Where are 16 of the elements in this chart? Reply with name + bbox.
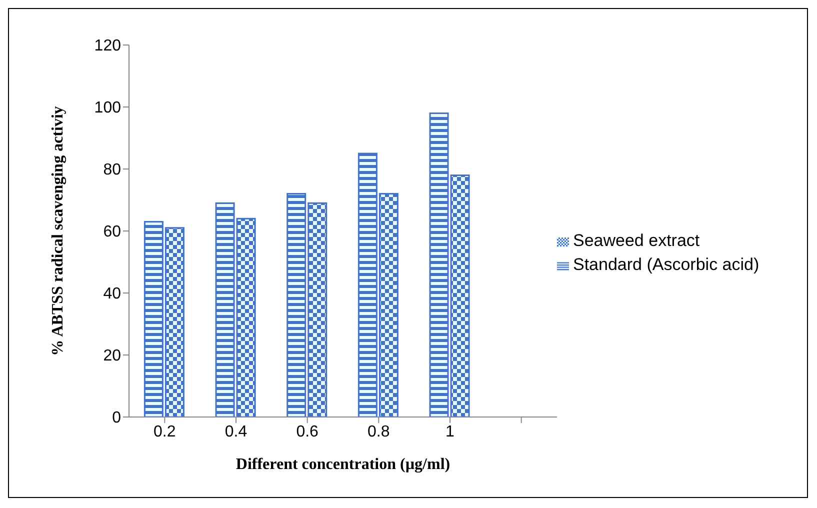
y-tick-label: 0 (112, 410, 122, 427)
x-tick-label: 0.4 (224, 423, 248, 440)
x-axis-title: Different concentration (µg/ml) (236, 456, 450, 473)
y-tick-label: 120 (94, 38, 122, 55)
y-tick-label: 80 (103, 162, 122, 179)
y-tick-label: 20 (103, 348, 122, 365)
y-tick-label: 100 (94, 100, 122, 117)
y-axis-title: % ABTSS radical scavenging activiy (50, 106, 67, 356)
x-tick-label: 0.2 (154, 423, 176, 440)
legend-label: Seaweed extract (573, 231, 700, 250)
legend-label: Standard (Ascorbic acid) (573, 255, 760, 274)
y-tick-label: 40 (103, 286, 122, 303)
x-tick-label: 0.6 (296, 423, 319, 440)
y-tick-label: 60 (103, 224, 122, 241)
x-tick-label: 1 (446, 423, 455, 440)
x-tick-label: 0.8 (368, 423, 390, 440)
